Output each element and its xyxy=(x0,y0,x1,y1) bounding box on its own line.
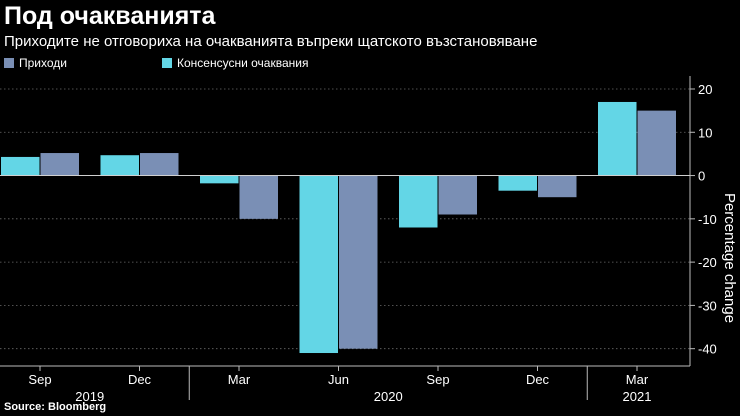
bar-consensus xyxy=(498,175,537,191)
y-tick-label: -40 xyxy=(698,342,717,357)
chart-title: Под очакванията xyxy=(4,2,216,30)
x-tick-label: Sep xyxy=(426,372,449,387)
source-note: Source: Bloomberg xyxy=(4,401,107,413)
y-tick-label: 20 xyxy=(698,82,712,97)
year-label: 2019 xyxy=(75,389,104,404)
legend-item-revenue: Приходи xyxy=(4,56,67,70)
bar-consensus xyxy=(1,156,40,176)
bar-consensus xyxy=(399,175,438,228)
legend-label-consensus: Консенсусни очаквания xyxy=(177,56,309,70)
y-tick-label: -30 xyxy=(698,298,717,313)
x-tick-label: Mar xyxy=(228,372,251,387)
bar-consensus xyxy=(100,155,139,176)
bar-revenue xyxy=(438,175,477,215)
bar-revenue xyxy=(239,175,278,219)
legend-item-consensus: Консенсусни очаквания xyxy=(162,56,308,70)
x-tick-label: Mar xyxy=(626,372,649,387)
year-label: 2020 xyxy=(374,389,403,404)
x-tick-label: Jun xyxy=(328,372,349,387)
bar-revenue xyxy=(538,175,577,198)
year-label: 2021 xyxy=(623,389,652,404)
y-tick-label: -10 xyxy=(698,212,717,227)
bar-revenue xyxy=(339,175,378,349)
legend-swatch-revenue xyxy=(4,58,14,68)
y-tick-label: 10 xyxy=(698,125,712,140)
legend-label-revenue: Приходи xyxy=(19,56,67,70)
bar-revenue xyxy=(140,153,179,176)
x-tick-label: Dec xyxy=(526,372,550,387)
bar-consensus xyxy=(598,101,637,176)
x-tick-label: Dec xyxy=(128,372,152,387)
y-tick-label: 0 xyxy=(698,169,705,184)
chart-subtitle: Приходите не отговориха на очакванията в… xyxy=(4,33,538,50)
y-axis-title: Percentage change xyxy=(721,193,738,323)
x-tick-label: Sep xyxy=(28,372,51,387)
bar-consensus xyxy=(200,175,239,184)
y-tick-label: -20 xyxy=(698,255,717,270)
legend-swatch-consensus xyxy=(162,58,172,68)
bar-revenue xyxy=(637,110,676,176)
bar-consensus xyxy=(299,175,338,354)
bar-revenue xyxy=(40,153,79,176)
